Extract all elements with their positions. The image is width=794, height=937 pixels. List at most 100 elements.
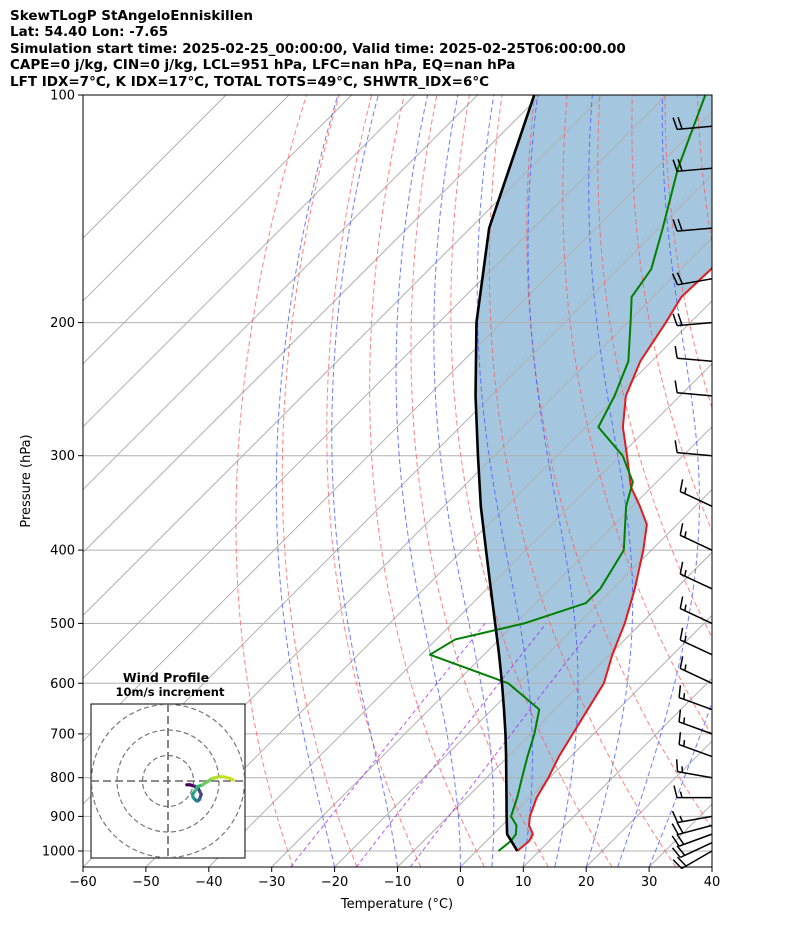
mixing-ratio-line xyxy=(290,623,486,867)
barb-flag xyxy=(679,523,684,536)
x-tick-label: −30 xyxy=(258,875,285,890)
barb-staff xyxy=(681,850,713,870)
wind-barb xyxy=(672,158,713,173)
wind-barb xyxy=(679,479,713,507)
y-tick-label: 1000 xyxy=(42,844,75,859)
x-tick-label: 10 xyxy=(515,875,532,890)
barb-flag xyxy=(679,627,684,641)
barb-staff xyxy=(677,392,713,397)
wind-barb xyxy=(674,440,713,457)
wind-barb xyxy=(678,709,713,735)
hodograph-inset: Wind Profile 10m/s increment xyxy=(90,670,246,859)
barb-staff xyxy=(677,321,713,327)
x-tick-label: −20 xyxy=(321,875,348,890)
isotherm-line xyxy=(711,866,712,867)
moist-adiabat xyxy=(275,95,339,867)
isotherm-line xyxy=(83,95,667,680)
x-tick-label: −10 xyxy=(384,875,411,890)
y-axis-label: Pressure (hPa) xyxy=(19,434,34,527)
barb-flag xyxy=(671,835,680,847)
moist-adiabat xyxy=(331,95,398,867)
moist-adiabat xyxy=(648,701,712,867)
barb-staff xyxy=(679,490,713,507)
barb-flag xyxy=(675,759,679,772)
dry-adiabat xyxy=(326,95,422,867)
barb-staff xyxy=(679,607,713,625)
y-tick-label: 400 xyxy=(50,544,75,559)
barb-staff xyxy=(679,573,713,590)
barb-staff xyxy=(677,451,713,457)
wind-barb xyxy=(671,821,713,836)
isotherm-line xyxy=(208,363,712,867)
isotherm-line xyxy=(83,95,227,239)
wind-barb xyxy=(671,833,713,847)
barb-flag xyxy=(671,810,679,823)
barb-flag xyxy=(674,440,678,453)
moist-adiabat xyxy=(476,95,533,867)
barb-flag xyxy=(677,116,683,130)
moist-adiabat xyxy=(617,95,700,867)
barb-flag xyxy=(677,218,683,231)
wind-barb xyxy=(671,810,713,824)
barb-half-flag xyxy=(683,717,686,724)
dry-adiabat xyxy=(450,95,613,867)
barb-staff xyxy=(679,534,713,551)
moist-adiabat xyxy=(527,95,579,867)
barb-flag xyxy=(676,272,684,285)
chart-title: SkewTLogP StAngeloEnniskillen xyxy=(10,8,253,24)
dry-adiabat xyxy=(730,95,794,867)
dry-adiabat xyxy=(281,95,358,867)
barb-flag xyxy=(671,273,679,286)
x-tick-label: −50 xyxy=(132,875,159,890)
stability-line: CAPE=0 j/kg, CIN=0 j/kg, LCL=951 hPa, LF… xyxy=(10,57,516,74)
hodograph-title: Wind Profile xyxy=(123,670,209,685)
x-tick-label: 20 xyxy=(578,875,595,890)
isotherm-line xyxy=(83,95,353,365)
y-tick-label: 200 xyxy=(50,316,75,331)
barb-staff xyxy=(679,639,713,656)
barb-flag xyxy=(678,685,682,698)
hodograph-trace-segment xyxy=(228,776,235,782)
barb-staff xyxy=(677,125,713,131)
isotherm-line xyxy=(271,425,712,867)
x-tick-label: −60 xyxy=(69,875,96,890)
barb-staff xyxy=(679,667,713,684)
barb-flag xyxy=(677,313,683,326)
wind-barbs xyxy=(671,116,713,870)
isotherm-line xyxy=(83,95,290,302)
cape-shading xyxy=(475,95,712,851)
dry-adiabat xyxy=(235,95,307,867)
barb-flag xyxy=(679,479,684,492)
barb-staff xyxy=(678,743,713,758)
barb-flag xyxy=(671,847,681,858)
dewpoint-line xyxy=(428,95,707,852)
hodograph-subtitle: 10m/s increment xyxy=(116,685,225,699)
y-tick-label: 300 xyxy=(50,449,75,464)
barb-half-flag xyxy=(684,487,687,494)
x-tick-label: −40 xyxy=(195,875,222,890)
x-tick-label: 30 xyxy=(641,875,658,890)
y-tick-label: 500 xyxy=(50,617,75,632)
barb-flag xyxy=(678,709,682,722)
barb-staff xyxy=(677,167,713,173)
barb-staff xyxy=(677,824,713,836)
barb-flag xyxy=(678,732,682,745)
barb-flag xyxy=(676,845,686,856)
barb-flag xyxy=(676,856,687,867)
barb-staff xyxy=(677,815,713,824)
barb-staff xyxy=(679,841,713,859)
barb-flag xyxy=(673,785,678,798)
y-tick-label: 900 xyxy=(50,810,75,825)
isotherm-line xyxy=(83,95,416,428)
dry-adiabat xyxy=(369,95,485,867)
temperature-line xyxy=(516,266,712,852)
isotherm-line xyxy=(83,95,478,491)
barb-staff xyxy=(678,721,713,735)
isotherm-line xyxy=(83,95,604,617)
isotherm-line xyxy=(522,677,712,867)
wind-barb xyxy=(679,627,713,656)
hodograph-ring xyxy=(91,704,245,858)
moist-adiabat xyxy=(433,95,495,867)
barb-half-flag xyxy=(683,740,686,747)
barb-half-flag xyxy=(684,604,687,611)
